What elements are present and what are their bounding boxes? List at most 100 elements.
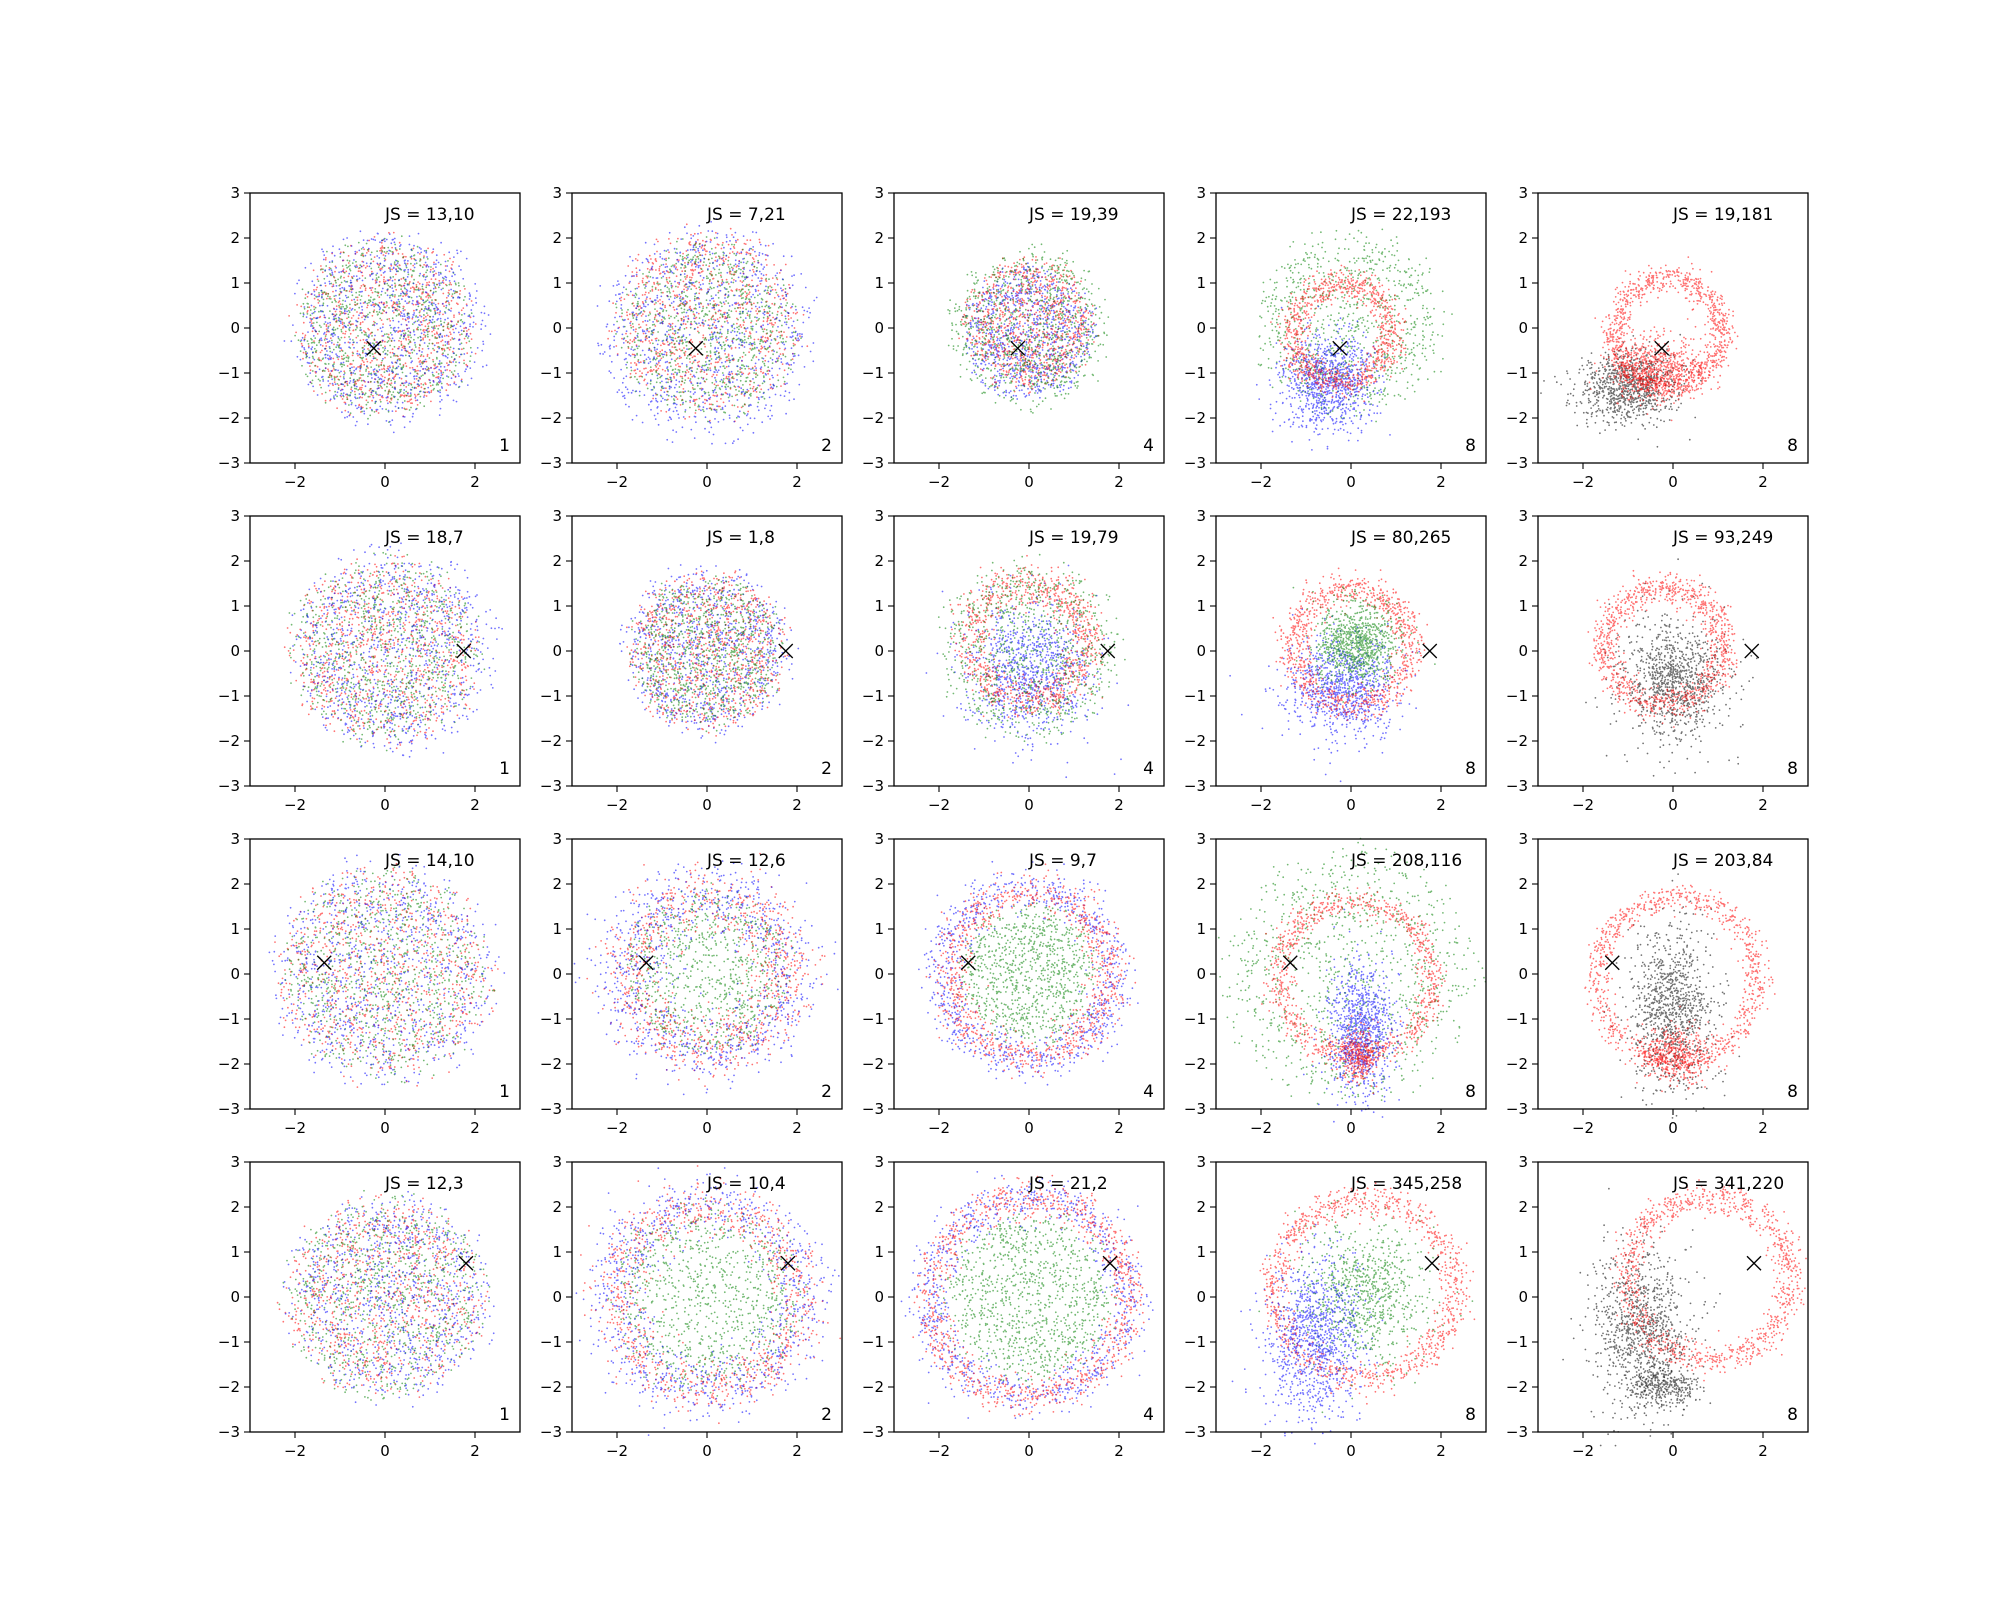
y-tick-label: 0 xyxy=(552,965,562,983)
y-tick-label: 3 xyxy=(874,1153,884,1171)
y-tick-label: −3 xyxy=(218,454,240,472)
y-tick-label: −2 xyxy=(540,409,562,427)
y-tick-label: −1 xyxy=(218,687,240,705)
x-tick-label: 2 xyxy=(1114,796,1124,814)
subplot-r2-c1: −2 0 2 −3 −2 −1 0 1 2 3 JS = 12,6 2 xyxy=(540,830,843,1137)
y-tick-label: −1 xyxy=(540,1333,562,1351)
x-tick-label: −2 xyxy=(606,1119,628,1137)
js-annotation: JS = 1,8 xyxy=(706,528,775,548)
y-tick-label: 0 xyxy=(552,319,562,337)
y-tick-label: 2 xyxy=(1518,229,1528,247)
subplot-r3-c0: −2 0 2 −3 −2 −1 0 1 2 3 JS = 12,3 1 xyxy=(218,1153,521,1460)
y-tick-label: −3 xyxy=(862,1423,884,1441)
y-tick-label: −2 xyxy=(1506,732,1528,750)
js-annotation: JS = 12,3 xyxy=(384,1174,464,1194)
panel-number: 4 xyxy=(1143,436,1154,456)
x-tick-label: 2 xyxy=(792,473,802,491)
panel-number: 8 xyxy=(1787,1405,1798,1425)
panel-number: 2 xyxy=(821,436,832,456)
series-green xyxy=(607,1197,809,1397)
x-marker xyxy=(316,955,332,971)
y-tick-label: −3 xyxy=(218,777,240,795)
subplot-r2-c0: −2 0 2 −3 −2 −1 0 1 2 3 JS = 14,10 1 xyxy=(218,830,521,1137)
y-tick-label: 1 xyxy=(1518,1243,1528,1261)
y-tick-label: 2 xyxy=(230,875,240,893)
subplot-r0-c1: −2 0 2 −3 −2 −1 0 1 2 3 JS = 7,21 2 xyxy=(540,184,843,491)
y-tick-label: −2 xyxy=(218,1378,240,1396)
x-tick-label: 2 xyxy=(1436,1442,1446,1460)
x-tick-label: −2 xyxy=(606,1442,628,1460)
x-tick-label: −2 xyxy=(928,796,950,814)
x-marker xyxy=(1282,955,1298,971)
x-marker xyxy=(458,1255,474,1271)
series-blue xyxy=(918,860,1139,1086)
series-red xyxy=(1272,567,1429,722)
y-tick-label: 2 xyxy=(230,1198,240,1216)
y-tick-label: −3 xyxy=(862,1100,884,1118)
subplot-r1-c2: −2 0 2 −3 −2 −1 0 1 2 3 JS = 19,79 4 xyxy=(862,507,1165,814)
y-tick-label: 0 xyxy=(552,642,562,660)
y-tick-label: 1 xyxy=(230,1243,240,1261)
js-annotation: JS = 345,258 xyxy=(1350,1174,1462,1194)
scatter-points-black xyxy=(1540,333,1702,448)
scatter-points-green xyxy=(288,551,486,752)
scatter-points-black xyxy=(1623,1364,1712,1417)
y-tick-label: 1 xyxy=(1196,1243,1206,1261)
y-tick-label: −3 xyxy=(1184,1100,1206,1118)
subplot-r3-c3: −2 0 2 −3 −2 −1 0 1 2 3 JS = 345,258 8 xyxy=(1184,1153,1487,1460)
y-tick-label: −1 xyxy=(1184,1010,1206,1028)
x-tick-label: 0 xyxy=(1346,1119,1356,1137)
x-marker xyxy=(366,340,382,356)
y-tick-label: −1 xyxy=(540,1010,562,1028)
scatter-points-red xyxy=(1270,264,1407,403)
y-tick-label: −3 xyxy=(1506,454,1528,472)
series-red xyxy=(949,554,1105,718)
y-tick-label: −2 xyxy=(540,1378,562,1396)
y-tick-label: 1 xyxy=(874,1243,884,1261)
y-tick-label: −2 xyxy=(218,732,240,750)
y-tick-label: 3 xyxy=(1196,507,1206,525)
x-marker xyxy=(1744,643,1760,659)
x-marker xyxy=(780,1255,796,1271)
scatter-points-blue xyxy=(619,564,800,744)
x-tick-label: 2 xyxy=(792,1442,802,1460)
js-annotation: JS = 19,181 xyxy=(1672,205,1773,225)
js-annotation: JS = 19,79 xyxy=(1028,528,1119,548)
series-blue xyxy=(962,262,1098,400)
y-tick-label: 2 xyxy=(1518,1198,1528,1216)
x-tick-label: 0 xyxy=(702,1442,712,1460)
y-tick-label: 3 xyxy=(874,830,884,848)
scatter-points-green xyxy=(1292,586,1436,709)
x-tick-label: −2 xyxy=(284,796,306,814)
x-tick-label: 2 xyxy=(1436,1119,1446,1137)
y-tick-label: −3 xyxy=(862,777,884,795)
y-tick-label: −1 xyxy=(1184,364,1206,382)
scatter-points-green xyxy=(618,882,796,1058)
y-tick-label: 3 xyxy=(552,1153,562,1171)
y-tick-label: −1 xyxy=(1184,1333,1206,1351)
series-red xyxy=(1261,887,1448,1071)
x-tick-label: 2 xyxy=(792,796,802,814)
scatter-points-green xyxy=(938,1213,1118,1388)
panel-grid: −2 0 2 −3 −2 −1 0 1 2 3 JS = 13,10 1 −2 0 2 −3 −2 −1 0 1 2 3 J… xyxy=(218,184,1809,1460)
scatter-points-red xyxy=(1626,1005,1721,1093)
panel-number: 4 xyxy=(1143,759,1154,779)
y-tick-label: −3 xyxy=(218,1423,240,1441)
x-tick-label: 0 xyxy=(380,473,390,491)
panel-number: 8 xyxy=(1787,436,1798,456)
panel-number: 8 xyxy=(1465,436,1476,456)
x-tick-label: −2 xyxy=(928,473,950,491)
y-tick-label: 1 xyxy=(1196,274,1206,292)
x-tick-label: −2 xyxy=(1572,1442,1594,1460)
js-annotation: JS = 7,21 xyxy=(706,205,786,225)
series-red xyxy=(1588,309,1730,422)
x-tick-label: 0 xyxy=(1668,1442,1678,1460)
x-marker xyxy=(1746,1255,1762,1271)
y-tick-label: 3 xyxy=(552,507,562,525)
y-tick-label: 2 xyxy=(552,552,562,570)
x-tick-label: −2 xyxy=(1572,796,1594,814)
y-tick-label: −3 xyxy=(1506,1100,1528,1118)
subplot-r2-c2: −2 0 2 −3 −2 −1 0 1 2 3 JS = 9,7 4 xyxy=(862,830,1165,1137)
y-tick-label: −1 xyxy=(1506,1010,1528,1028)
y-tick-label: −1 xyxy=(1184,687,1206,705)
